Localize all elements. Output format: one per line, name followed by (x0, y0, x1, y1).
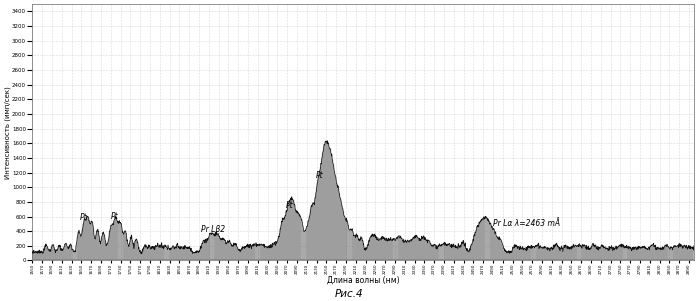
Text: Pt: Pt (316, 171, 324, 180)
Text: Pt: Pt (80, 213, 87, 222)
X-axis label: Длина волны (нм): Длина волны (нм) (327, 276, 399, 285)
Text: Pt: Pt (286, 201, 294, 210)
Y-axis label: Интенсивность (имп/сек): Интенсивность (имп/сек) (4, 86, 10, 179)
Text: Рис.4: Рис.4 (334, 290, 364, 299)
Text: Pr Lβ2: Pr Lβ2 (200, 225, 225, 234)
Text: Pr Lα λ=2463 mÅ: Pr Lα λ=2463 mÅ (493, 219, 560, 228)
Text: Pt: Pt (111, 212, 119, 221)
